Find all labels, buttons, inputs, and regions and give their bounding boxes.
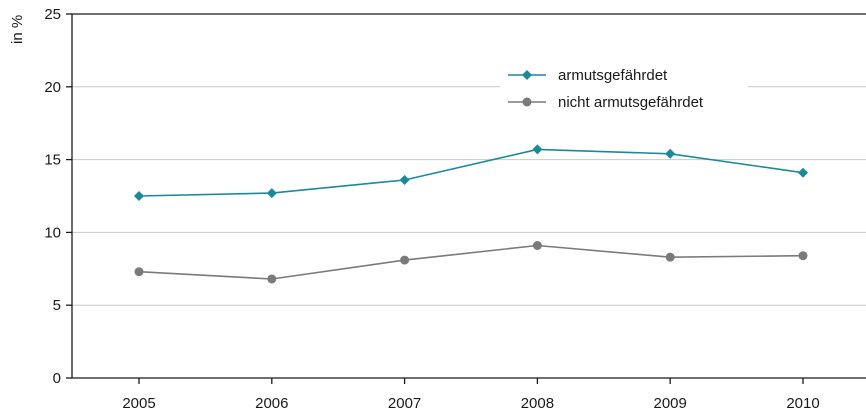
x-tick-label-2007: 2007 [388, 395, 421, 412]
data-point-1-2006 [266, 188, 277, 199]
data-point-1-2005 [134, 191, 144, 201]
legend-label-1: armutsgefährdet [558, 67, 668, 84]
data-point-1-2008 [532, 144, 543, 155]
legend-marker-2 [522, 97, 532, 107]
series-2 [134, 241, 808, 284]
axes: 0 5 10 15 20 25 2005 2006 2007 2008 2009 2010 [44, 6, 866, 412]
y-axis-label: in % [9, 15, 26, 44]
data-point-1-2007 [399, 174, 410, 185]
data-point-2-2005 [134, 267, 144, 277]
y-tick-label-25: 25 [44, 6, 61, 23]
series-1 [134, 144, 808, 201]
data-point-2-2006 [267, 274, 277, 284]
x-tick-label-2006: 2006 [255, 395, 288, 412]
data-point-2-2007 [400, 255, 410, 265]
legend: armutsgefährdet nicht armutsgefährdet [500, 60, 748, 116]
data-point-2-2009 [665, 252, 675, 262]
y-tick-label-5: 5 [53, 297, 61, 314]
series-line-1 [138, 148, 804, 197]
y-tick-label-15: 15 [44, 152, 61, 169]
legend-background [500, 60, 748, 116]
y-tick-label-0: 0 [53, 370, 61, 387]
data-point-1-2010 [798, 167, 808, 178]
legend-marker-1 [522, 70, 532, 80]
x-tick-label-2008: 2008 [521, 395, 554, 412]
data-point-2-2008 [532, 241, 542, 251]
x-tick-label-2005: 2005 [122, 395, 155, 412]
gridlines [72, 86, 866, 306]
x-tick-label-2009: 2009 [654, 395, 687, 412]
legend-label-2: nicht armutsgefährdet [558, 94, 704, 111]
y-tick-label-20: 20 [44, 79, 61, 96]
y-tick-label-10: 10 [44, 224, 61, 241]
data-point-2-2010 [798, 251, 808, 261]
series-line-2 [138, 244, 804, 280]
x-tick-label-2010: 2010 [786, 395, 819, 412]
data-point-1-2009 [665, 148, 676, 159]
series [134, 144, 808, 284]
